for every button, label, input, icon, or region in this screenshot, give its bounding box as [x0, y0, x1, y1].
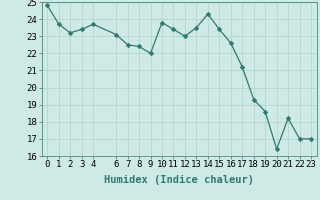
X-axis label: Humidex (Indice chaleur): Humidex (Indice chaleur): [104, 175, 254, 185]
